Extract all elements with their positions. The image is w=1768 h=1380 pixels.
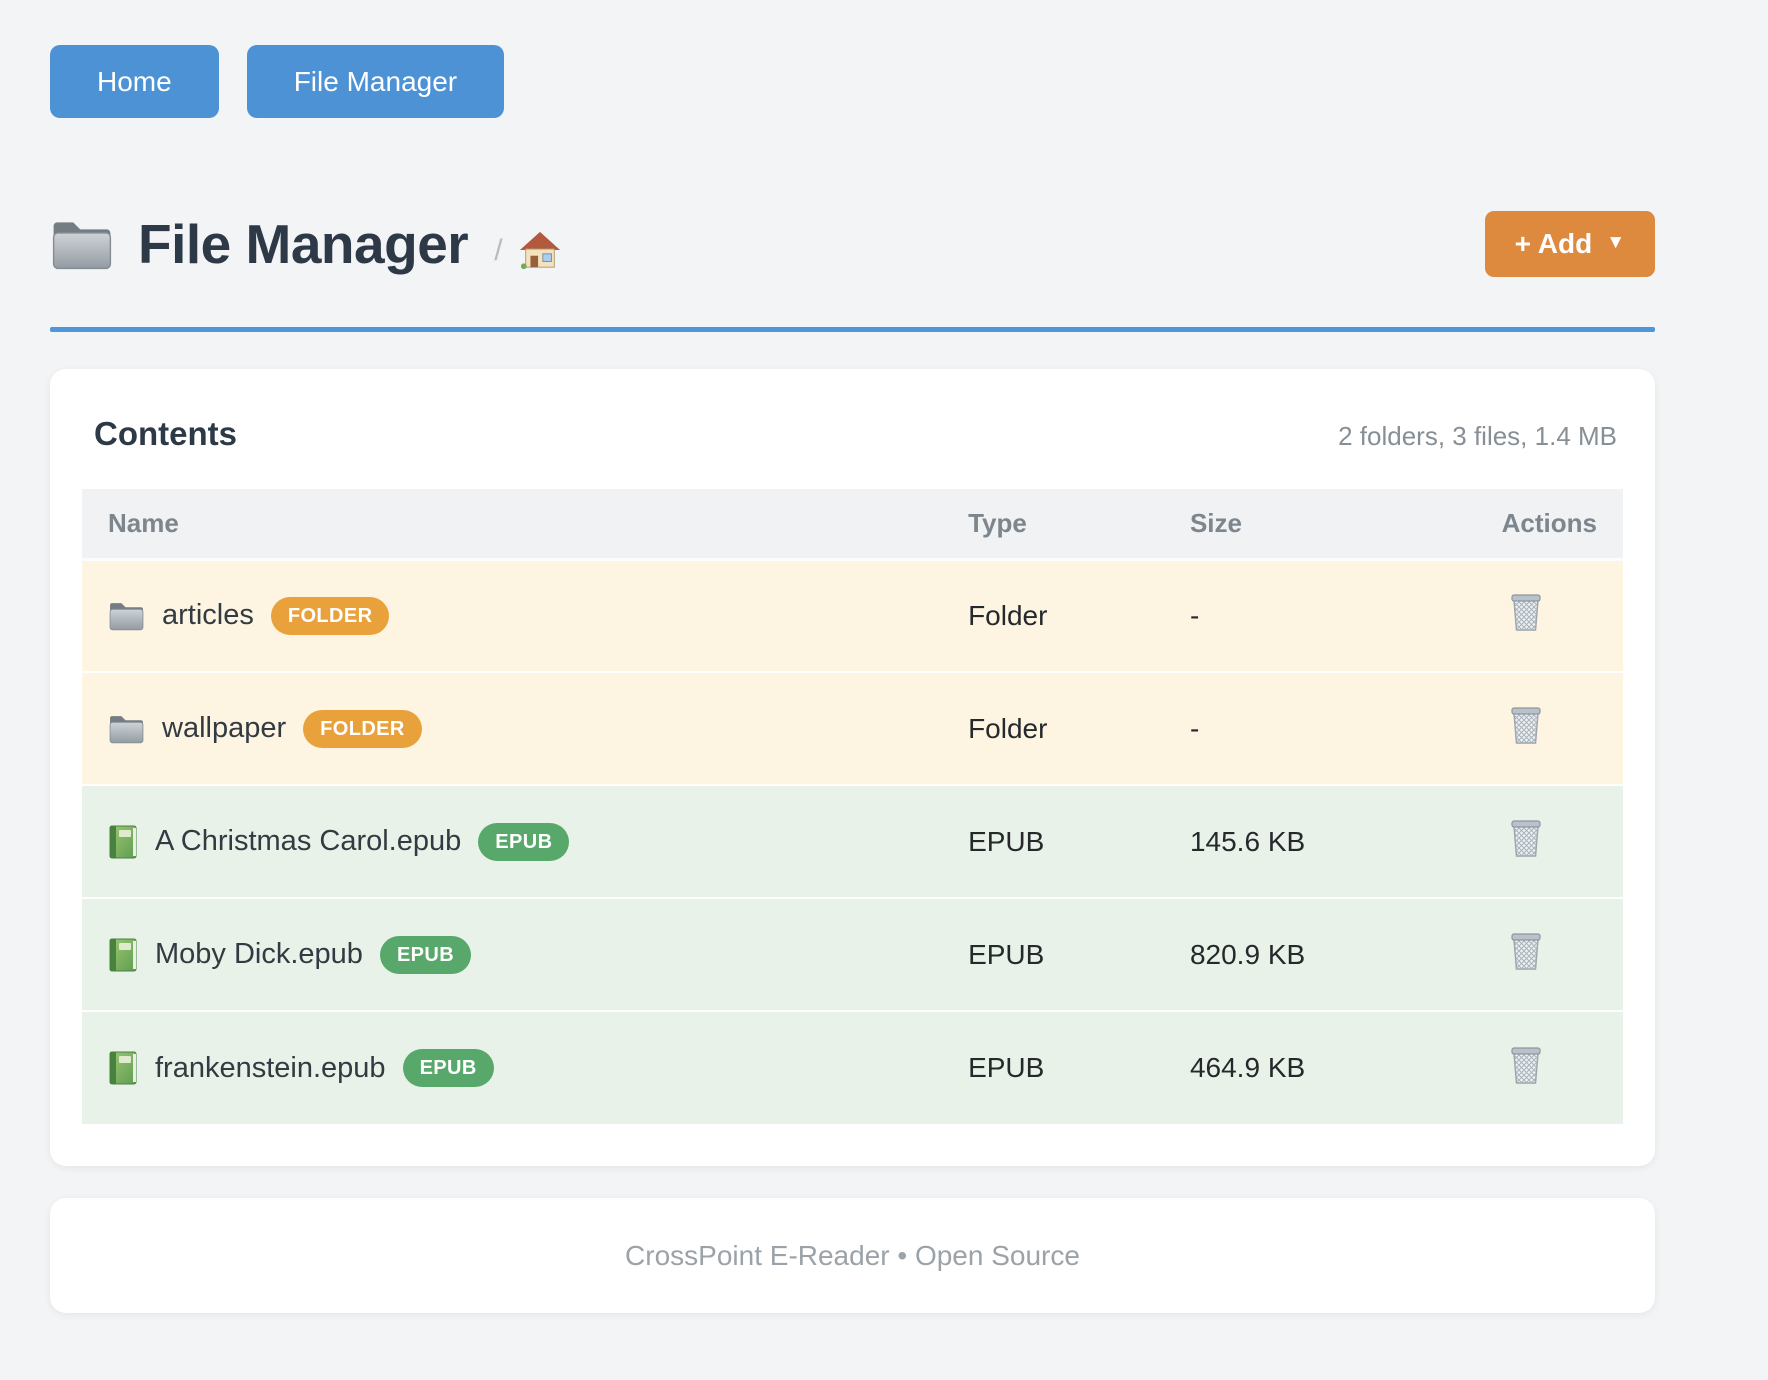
book-icon [108,937,138,973]
page: Home File Manager File Manager / [50,45,1655,1313]
row-name[interactable]: A Christmas Carol.epub [155,825,462,857]
type-cell: EPUB [968,897,1190,1011]
title-group: File Manager / [50,212,561,276]
add-button[interactable]: + Add ▼ [1484,211,1655,277]
row-name[interactable]: frankenstein.epub [155,1051,386,1084]
contents-title: Contents [94,415,237,452]
nav-button-file-manager[interactable]: File Manager [246,45,505,118]
table-row[interactable]: articles FOLDER Folder - [82,559,1623,672]
table-header-row: Name Type Size Actions [82,489,1623,561]
page-title: File Manager [138,213,469,275]
trash-icon [1509,592,1543,635]
row-name[interactable]: articles [162,599,254,632]
delete-button[interactable] [1509,1045,1543,1088]
column-header-name: Name [82,489,969,561]
row-name[interactable]: Moby Dick.epub [155,938,363,970]
column-header-type: Type [968,489,1190,561]
file-type-badge: EPUB [379,935,472,974]
contents-card-header: Contents 2 folders, 3 files, 1.4 MB [82,415,1623,453]
column-header-actions: Actions [1476,489,1623,561]
delete-button[interactable] [1509,818,1543,861]
book-icon [108,1050,138,1086]
book-icon [108,824,138,860]
file-type-badge: FOLDER [303,709,422,748]
size-cell: 820.9 KB [1189,897,1477,1011]
contents-card: Contents 2 folders, 3 files, 1.4 MB Name… [50,369,1655,1166]
trash-icon [1509,705,1543,748]
folder-icon [108,600,145,632]
delete-button[interactable] [1509,931,1543,974]
table-row[interactable]: A Christmas Carol.epub EPUB EPUB 145.6 K… [82,784,1623,898]
nav-button-home[interactable]: Home [50,45,219,118]
chevron-down-icon: ▼ [1606,232,1625,253]
trash-icon [1509,1045,1543,1088]
size-cell: 145.6 KB [1189,784,1477,898]
table-row[interactable]: wallpaper FOLDER Folder - [82,671,1623,785]
column-header-size: Size [1189,489,1477,561]
file-type-badge: EPUB [402,1049,494,1087]
trash-icon [1509,818,1543,861]
type-cell: EPUB [968,1010,1190,1124]
footer-card: CrossPoint E-Reader • Open Source [50,1198,1655,1313]
type-cell: Folder [968,671,1190,785]
table-row[interactable]: Moby Dick.epub EPUB EPUB 820.9 KB [82,897,1623,1011]
size-cell: 464.9 KB [1189,1010,1477,1124]
folder-icon [108,713,145,745]
contents-summary: 2 folders, 3 files, 1.4 MB [1338,421,1617,451]
contents-table: Name Type Size Actions articles FOLDER [82,489,1623,1124]
breadcrumb-separator: / [494,234,503,267]
size-cell: - [1189,559,1477,672]
folder-icon [50,217,114,272]
size-cell: - [1189,671,1477,785]
top-nav: Home File Manager [50,45,1655,118]
file-type-badge: FOLDER [270,596,390,635]
delete-button[interactable] [1509,705,1543,748]
type-cell: Folder [968,559,1190,672]
footer-text: CrossPoint E-Reader • Open Source [625,1239,1080,1271]
home-icon[interactable] [519,230,561,270]
add-button-label: + Add [1514,228,1593,259]
table-row[interactable]: frankenstein.epub EPUB EPUB 464.9 KB [82,1010,1623,1124]
type-cell: EPUB [968,784,1190,898]
row-name[interactable]: wallpaper [162,712,287,744]
delete-button[interactable] [1509,592,1543,635]
page-header: File Manager / + Add ▼ [50,196,1655,292]
contents-table-body: articles FOLDER Folder - [82,559,1623,1124]
trash-icon [1509,931,1543,974]
accent-divider [50,327,1655,332]
file-type-badge: EPUB [478,822,570,861]
